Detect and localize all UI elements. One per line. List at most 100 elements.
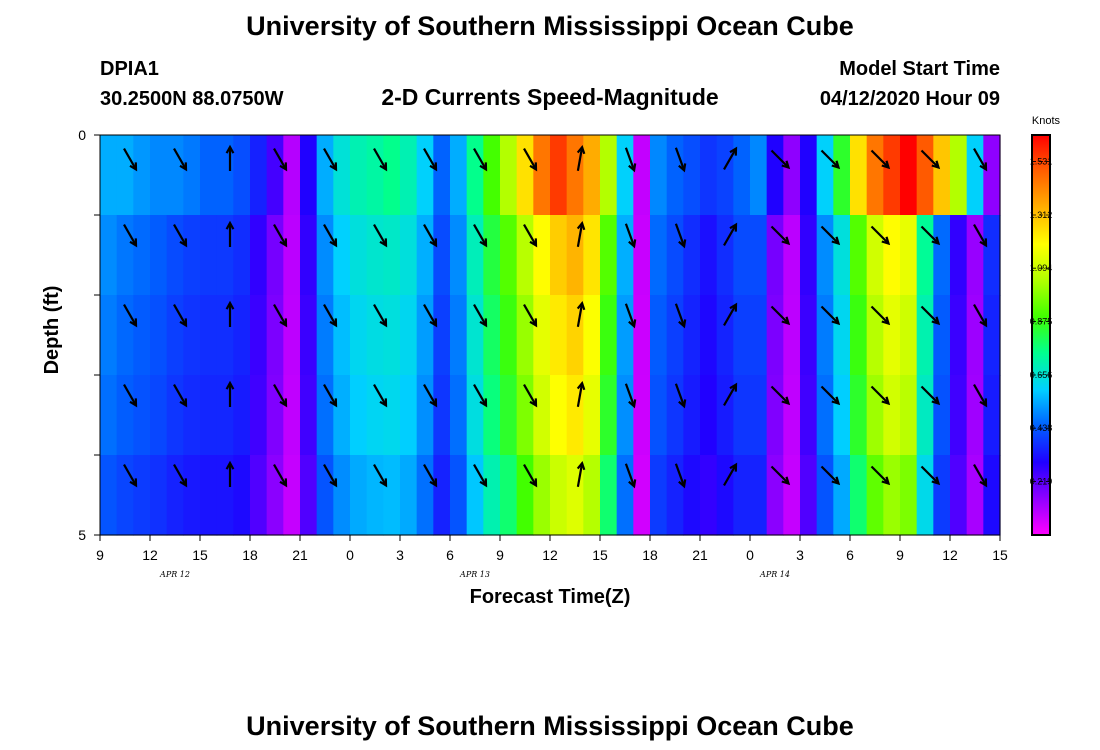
current-arrow xyxy=(820,305,841,326)
heatmap-cell xyxy=(700,295,718,376)
colorbar-tick-label: 1.094 xyxy=(1030,263,1053,273)
heatmap-cell xyxy=(883,295,901,376)
current-arrow xyxy=(473,148,488,172)
current-arrow xyxy=(770,385,791,406)
heatmap-cell xyxy=(150,375,168,456)
heatmap-cell xyxy=(483,455,501,536)
heatmap-cell xyxy=(100,375,118,456)
current-arrow xyxy=(576,460,586,487)
current-arrow xyxy=(373,148,388,172)
current-arrow xyxy=(173,148,188,172)
current-arrow xyxy=(225,300,235,327)
heatmap-cell xyxy=(616,215,634,296)
current-arrow xyxy=(373,224,388,248)
current-arrow xyxy=(123,464,138,488)
y-axis: 05 xyxy=(78,127,100,543)
heatmap-cell xyxy=(833,375,851,456)
heatmap-cell xyxy=(333,135,351,216)
heatmap-cell xyxy=(233,295,251,376)
heatmap-cell xyxy=(950,135,968,216)
heatmap-cell xyxy=(833,455,851,536)
heatmap-cell xyxy=(616,295,634,376)
current-arrow xyxy=(173,304,188,328)
current-arrow xyxy=(973,464,988,488)
x-tick-label: 12 xyxy=(942,547,958,563)
current-arrow xyxy=(523,304,538,328)
heatmap-cell xyxy=(683,455,701,536)
heatmap-cell xyxy=(383,455,401,536)
current-arrow xyxy=(123,384,138,408)
x-tick-label: 6 xyxy=(846,547,854,563)
heatmap-cell xyxy=(850,215,868,296)
heatmap-cell xyxy=(250,215,268,296)
current-arrow xyxy=(323,148,338,172)
heatmap-cell xyxy=(350,135,368,216)
current-arrow xyxy=(523,148,538,172)
heatmap-cell xyxy=(533,215,551,296)
current-arrow xyxy=(870,385,891,406)
heatmap-cell xyxy=(433,295,451,376)
current-arrow xyxy=(423,224,438,248)
heatmap-cell xyxy=(533,375,551,456)
heatmap-cell xyxy=(900,455,918,536)
x-tick-label: 15 xyxy=(592,547,608,563)
heatmap-cell xyxy=(483,215,501,296)
heatmap-cell xyxy=(350,295,368,376)
heatmap-cell xyxy=(150,135,168,216)
current-arrow xyxy=(576,300,586,327)
heatmap-cell xyxy=(766,215,784,296)
heatmap-cell xyxy=(483,135,501,216)
x-tick-label: 0 xyxy=(746,547,754,563)
heatmap-cell xyxy=(383,215,401,296)
heatmap-cell xyxy=(716,135,734,216)
model-start-label: Model Start Time xyxy=(839,58,1000,80)
current-arrow xyxy=(576,220,586,247)
current-arrow xyxy=(770,465,791,486)
heatmap-cell xyxy=(700,375,718,456)
heatmap-cell xyxy=(500,295,518,376)
current-arrow xyxy=(173,384,188,408)
heatmap-cell xyxy=(866,215,884,296)
heatmap-cell xyxy=(866,295,884,376)
heatmap-cell xyxy=(233,135,251,216)
heatmap-cell xyxy=(900,375,918,456)
heatmap-cell xyxy=(500,375,518,456)
heatmap-cell xyxy=(983,455,1001,536)
current-arrow xyxy=(576,380,586,407)
heatmap-cell xyxy=(883,215,901,296)
heatmap-cell xyxy=(100,135,118,216)
heatmap-cell xyxy=(400,135,418,216)
current-arrow xyxy=(723,222,738,246)
current-arrow xyxy=(173,464,188,488)
heatmap-cell xyxy=(816,295,834,376)
heatmap-cell xyxy=(133,375,151,456)
current-arrow xyxy=(770,305,791,326)
heatmap-cell xyxy=(183,375,201,456)
current-arrow xyxy=(624,147,637,173)
heatmap-cell xyxy=(733,455,751,536)
current-arrow xyxy=(973,224,988,248)
heatmap-cell xyxy=(583,295,601,376)
colorbar-unit: Knots xyxy=(1032,115,1061,127)
heatmap-cell xyxy=(750,295,768,376)
heatmap-cell xyxy=(533,135,551,216)
heatmap-cell xyxy=(916,455,934,536)
heatmap-cell xyxy=(950,295,968,376)
heatmap-cell xyxy=(383,135,401,216)
heatmap-cell xyxy=(500,455,518,536)
heatmap-cell xyxy=(766,375,784,456)
date-label: APR 13 xyxy=(459,570,490,579)
heatmap-cell xyxy=(400,375,418,456)
heatmap-cell xyxy=(816,375,834,456)
heatmap-cell xyxy=(483,295,501,376)
heatmap-cell xyxy=(900,215,918,296)
heatmap-cell xyxy=(983,295,1001,376)
heatmap-cell xyxy=(950,455,968,536)
heatmap-cell xyxy=(800,295,818,376)
heatmap-cell xyxy=(400,455,418,536)
heatmap-cell xyxy=(850,135,868,216)
heatmap-cell xyxy=(483,375,501,456)
current-arrow xyxy=(523,464,538,488)
